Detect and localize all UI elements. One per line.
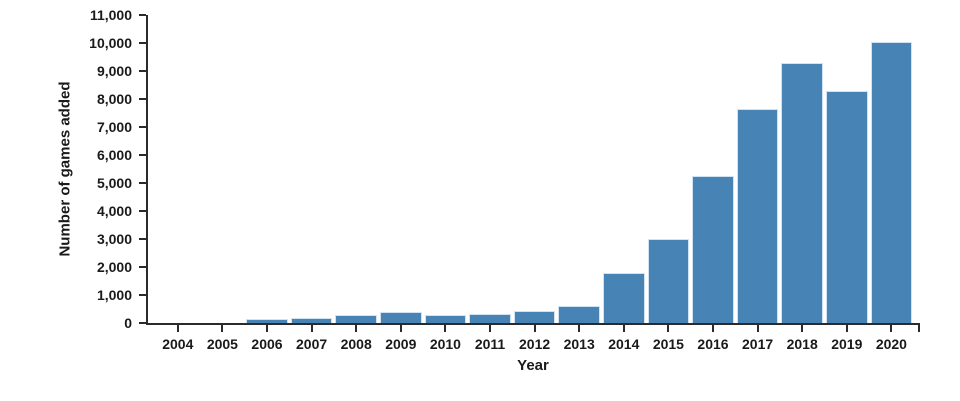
x-tick-mark [176, 325, 179, 332]
y-tick-label: 2,000 [96, 259, 132, 275]
y-tick-mark [139, 210, 146, 212]
bar-2015 [647, 239, 690, 323]
y-tick-label: 10,000 [89, 35, 132, 51]
x-tick-mark [622, 325, 625, 332]
x-tick-mark [399, 325, 402, 332]
bar-2016 [692, 176, 734, 323]
y-axis-line [146, 15, 148, 325]
x-tick-label: 2017 [742, 336, 774, 352]
bar-2014 [603, 273, 645, 323]
x-tick-label: 2015 [652, 336, 684, 352]
x-axis-end-tick [918, 325, 920, 332]
y-tick-label: 6,000 [96, 147, 132, 163]
x-tick-mark [355, 325, 358, 332]
bar-2012 [513, 311, 556, 323]
x-tick-mark [667, 325, 670, 332]
y-tick-label: 11,000 [89, 7, 132, 23]
x-tick-mark [845, 325, 848, 332]
bar-2009 [380, 312, 422, 323]
y-tick-label: 7,000 [96, 119, 132, 135]
x-tick-mark [712, 325, 714, 332]
x-tick-label: 2011 [474, 336, 506, 352]
y-tick-mark [139, 182, 146, 184]
x-tick-label: 2010 [429, 336, 461, 352]
x-tick-mark [533, 325, 536, 332]
bar-2017 [736, 109, 779, 323]
x-tick-mark [489, 325, 491, 332]
x-tick-mark [578, 325, 581, 332]
x-tick-mark [756, 325, 759, 332]
x-tick-label: 2020 [875, 336, 907, 352]
bar-2013 [558, 306, 600, 323]
y-tick-mark [139, 154, 146, 156]
bar-2011 [469, 314, 511, 323]
x-tick-label: 2013 [563, 336, 595, 352]
x-tick-label: 2012 [519, 336, 551, 352]
x-tick-label: 2019 [831, 336, 863, 352]
y-tick-label: 1,000 [96, 287, 132, 303]
y-tick-label: 4,000 [96, 203, 132, 219]
y-tick-mark [139, 238, 146, 240]
x-tick-label: 2005 [206, 336, 238, 352]
x-axis-line [146, 323, 920, 325]
y-tick-mark [139, 42, 146, 44]
x-tick-mark [221, 325, 224, 332]
x-tick-mark [310, 325, 313, 332]
bar-2019 [826, 91, 868, 323]
x-tick-mark [890, 325, 893, 332]
x-tick-mark [266, 325, 268, 332]
y-tick-label: 5,000 [96, 175, 132, 191]
bar-2008 [335, 315, 377, 323]
x-tick-label: 2006 [251, 336, 283, 352]
y-tick-label: 9,000 [96, 63, 132, 79]
x-tick-label: 2016 [697, 336, 729, 352]
x-tick-mark [801, 325, 804, 332]
x-tick-label: 2008 [340, 336, 372, 352]
x-tick-label: 2018 [786, 336, 818, 352]
bar-2020 [870, 42, 913, 323]
x-tick-label: 2009 [385, 336, 417, 352]
bar-2010 [424, 315, 467, 323]
y-tick-mark [139, 322, 146, 324]
y-tick-mark [139, 294, 146, 296]
y-tick-label: 0 [124, 315, 132, 331]
x-tick-label: 2007 [296, 336, 328, 352]
x-tick-label: 2004 [162, 336, 194, 352]
x-tick-label: 2014 [608, 336, 640, 352]
bar-2007 [290, 318, 333, 323]
x-tick-mark [444, 325, 447, 332]
y-tick-mark [139, 266, 146, 268]
y-tick-mark [139, 126, 146, 128]
x-axis-title: Year [517, 357, 549, 374]
y-tick-label: 8,000 [96, 91, 132, 107]
bar-2018 [781, 63, 823, 323]
y-tick-mark [139, 14, 146, 16]
y-tick-mark [139, 70, 146, 72]
y-tick-mark [139, 98, 146, 100]
bar-2006 [246, 319, 288, 323]
y-tick-label: 3,000 [96, 231, 132, 247]
